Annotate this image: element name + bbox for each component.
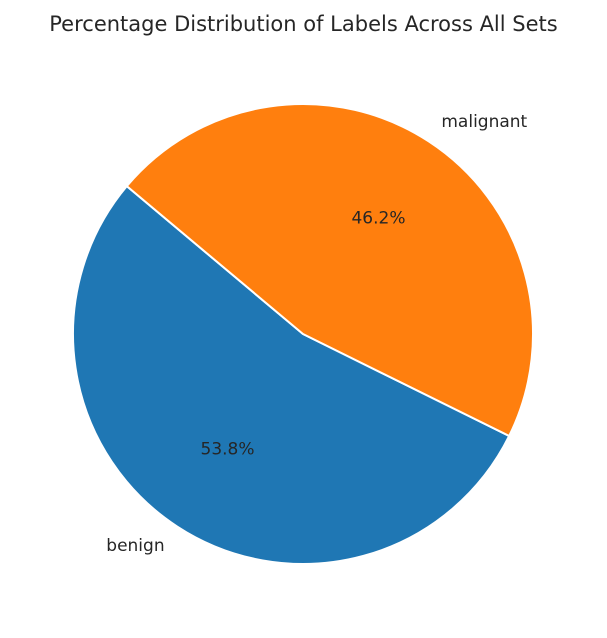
pie-slices [72, 102, 534, 565]
pie-category-label-benign: benign [106, 536, 164, 556]
chart-title: Percentage Distribution of Labels Across… [49, 12, 558, 36]
pie-value-label-malignant: 46.2% [351, 208, 405, 228]
pie-slice-benign [72, 185, 511, 565]
pie-category-label-malignant: malignant [441, 112, 527, 132]
pie-slice-malignant [125, 102, 534, 437]
pie-value-label-benign: 53.8% [201, 440, 255, 460]
pie-labels: 53.8% benign 46.2% malignant [106, 112, 527, 556]
